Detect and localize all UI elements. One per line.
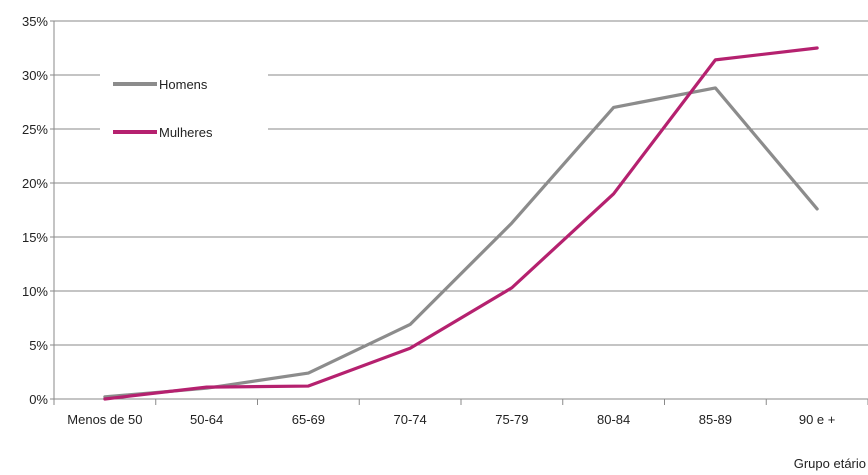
- y-tick-label: 5%: [29, 338, 48, 353]
- y-tick-label: 20%: [22, 176, 48, 191]
- x-tick-label: 50-64: [190, 412, 223, 427]
- y-tick-label: 30%: [22, 68, 48, 83]
- x-tick-label: 70-74: [394, 412, 427, 427]
- y-tick-label: 15%: [22, 230, 48, 245]
- y-tick-label: 0%: [29, 392, 48, 407]
- x-tick-label: 75-79: [495, 412, 528, 427]
- y-tick-label: 35%: [22, 14, 48, 29]
- x-tick-label: Menos de 50: [67, 412, 142, 427]
- x-tick-labels: Menos de 50 50-64 65-69 70-74 75-79 80-84 85-8…: [67, 412, 835, 427]
- x-tick-label: 90 e +: [799, 412, 836, 427]
- y-tick-label: 25%: [22, 122, 48, 137]
- series-line-mulheres: [103, 46, 819, 401]
- x-axis-label: Grupo etário: [794, 456, 866, 471]
- axes: [50, 20, 868, 405]
- x-tick-label: 65-69: [292, 412, 325, 427]
- y-tick-label: 10%: [22, 284, 48, 299]
- legend-box: [100, 60, 268, 155]
- legend: Homens Mulheres: [100, 60, 268, 155]
- x-tick-label: 80-84: [597, 412, 630, 427]
- series-lines: [103, 46, 819, 401]
- legend-label: Mulheres: [159, 125, 213, 140]
- y-tick-labels: 0% 5% 10% 15% 20% 25% 30% 35%: [22, 14, 48, 407]
- legend-label: Homens: [159, 77, 208, 92]
- x-tick-label: 85-89: [699, 412, 732, 427]
